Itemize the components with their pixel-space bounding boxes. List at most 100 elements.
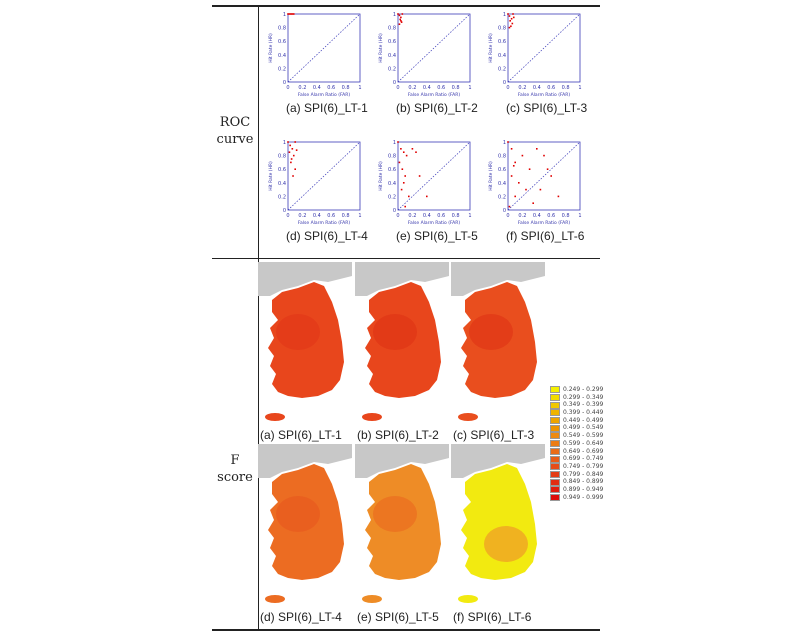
x-tick-label: 1 [468,85,471,91]
f-score-map [355,444,449,609]
x-tick-label: 0.6 [437,213,445,219]
x-tick-label: 0.8 [562,213,570,219]
y-tick-label: 0.4 [388,53,396,59]
data-point [290,13,292,15]
data-point [400,16,402,19]
roc-caption: (f) SPI(6)_LT-6 [506,229,585,243]
data-point [292,13,295,15]
north-korea-area [355,444,449,478]
legend-label: 0.349 - 0.399 [563,401,604,409]
north-korea-area [258,444,352,478]
y-tick-label: 0.6 [278,167,286,173]
data-point [536,148,538,150]
y-axis-label: Hit Rate (HR) [268,161,274,191]
legend-label: 0.849 - 0.899 [563,478,604,486]
data-point [557,195,560,198]
data-point [512,13,514,15]
legend-label: 0.249 - 0.299 [563,386,604,393]
data-point [399,18,401,21]
y-tick-label: 0.4 [498,181,506,187]
data-point [525,188,527,191]
legend-entry: 0.449 - 0.499 [550,417,603,425]
x-tick-label: 0.6 [437,85,445,91]
data-point [543,154,545,157]
legend-swatch [550,440,560,448]
y-tick-label: 0.4 [498,53,506,59]
y-tick-label: 1 [283,12,286,18]
data-point [514,195,516,198]
data-point [294,168,296,170]
north-korea-area [451,444,545,478]
legend-swatch [550,463,560,471]
data-point [426,195,428,198]
x-tick-label: 0.6 [327,85,335,91]
data-point [507,13,509,15]
legend-label: 0.749 - 0.799 [563,462,604,470]
x-tick-label: 0 [506,213,509,219]
data-point [294,141,296,143]
data-point [532,202,534,204]
column-divider [258,6,259,630]
legend-entry: 0.699 - 0.749 [550,455,603,463]
row-label-line: ROC [219,115,251,130]
x-tick-label: 0.2 [298,213,306,219]
x-tick-label: 1 [358,213,361,219]
legend-swatch [550,455,560,463]
score-shade [276,496,320,532]
data-point [518,182,520,184]
data-point [288,151,291,153]
map-caption: (e) SPI(6)_LT-5 [357,610,439,624]
row-label-roc: ROC curve [212,114,258,148]
y-tick-label: 0.8 [278,26,286,32]
roc-caption: (a) SPI(6)_LT-1 [286,101,368,115]
data-point [405,154,408,157]
roc-chart: 0 0 0.2 0.2 0.4 0.4 0.6 0.6 0.8 0.8 1 1 False Alarm … [268,8,378,100]
data-point [288,13,291,15]
jeju-island [362,413,382,421]
y-tick-label: 0 [283,80,286,86]
legend-entry: 0.549 - 0.599 [550,432,603,440]
data-point [508,205,511,208]
data-point [292,175,294,177]
legend-swatch [550,424,560,432]
data-point [539,188,542,191]
y-tick-label: 0.6 [498,167,506,173]
plot-frame [507,13,581,83]
diagonal-line [507,13,581,83]
legend-entry: 0.499 - 0.549 [550,424,603,432]
legend-label: 0.649 - 0.699 [563,447,604,455]
data-point [411,148,414,150]
f-score-legend: 0.249 - 0.299 0.299 - 0.349 0.349 - 0.399 0… [550,386,603,501]
plot-frame [287,13,361,83]
plot-frame [397,13,471,83]
diagonal-line [397,13,471,83]
diagonal-line [287,13,361,83]
y-axis-label: Hit Rate (HR) [378,33,384,63]
legend-label: 0.899 - 0.949 [563,485,604,493]
data-point [528,168,531,170]
data-point [507,141,509,143]
data-point [510,148,513,150]
north-korea-area [258,262,352,296]
diagonal-line [397,141,471,211]
legend-label: 0.699 - 0.749 [563,455,604,463]
x-tick-label: 0.8 [452,85,460,91]
data-point [508,15,511,17]
y-tick-label: 1 [503,140,506,146]
x-tick-label: 0 [286,85,289,91]
roc-chart: 0 0 0.2 0.2 0.4 0.4 0.6 0.6 0.8 0.8 1 1 False Alarm … [378,8,488,100]
data-point [291,13,294,15]
x-axis-label: False Alarm Ratio (FAR) [518,92,571,98]
y-tick-label: 0.2 [388,194,396,200]
data-point [514,161,516,164]
row-label-line: curve [216,132,254,147]
roc-caption: (e) SPI(6)_LT-5 [396,229,478,243]
legend-entry: 0.249 - 0.299 [550,386,603,394]
y-tick-label: 0.4 [388,181,396,187]
f-score-map [451,444,545,609]
data-point [290,158,293,160]
data-point [402,151,405,153]
y-tick-label: 0.6 [278,39,286,45]
data-point [398,23,401,25]
